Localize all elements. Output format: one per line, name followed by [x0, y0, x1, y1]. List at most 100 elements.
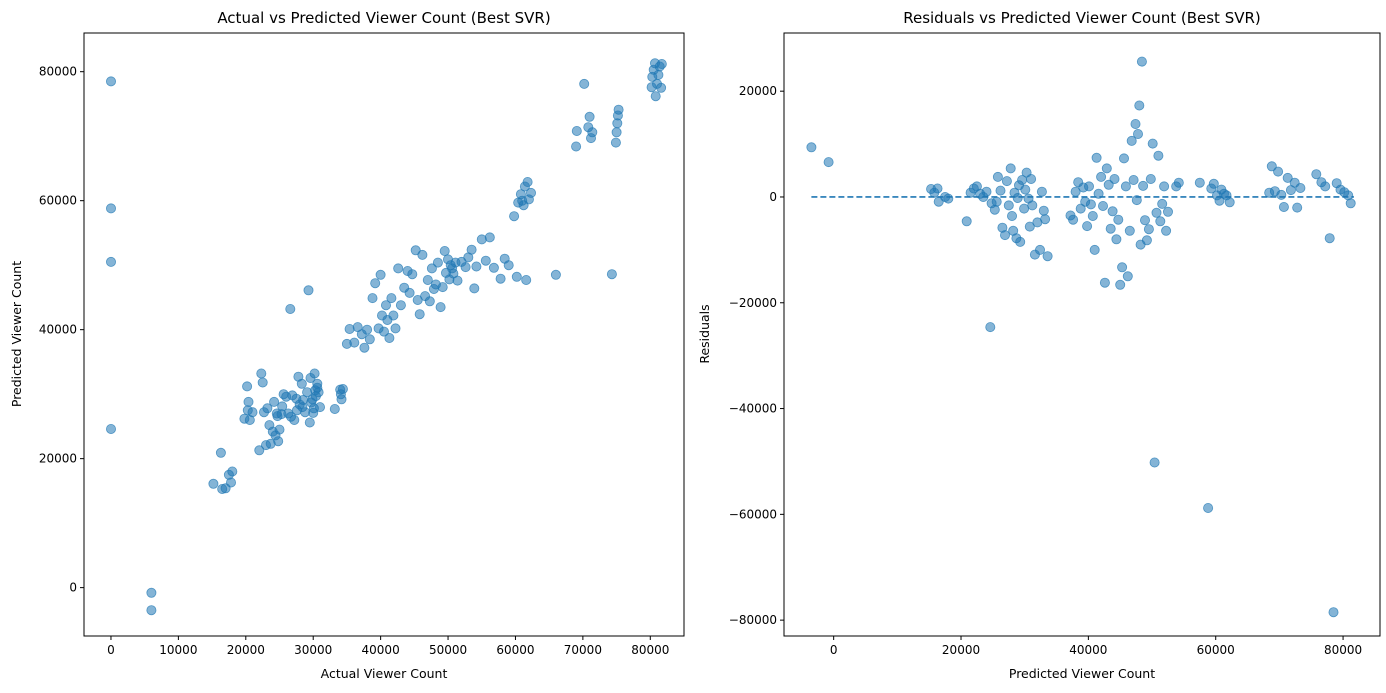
scatter-point [1128, 174, 1139, 185]
scatter-point [336, 394, 347, 405]
scatter-point [1131, 195, 1142, 206]
scatter-point [432, 257, 443, 268]
scatter-points [806, 56, 1356, 618]
scatter-point [1115, 279, 1126, 290]
scatter-point [1091, 152, 1102, 163]
scatter-point [550, 269, 561, 280]
x-tick-label: 0 [830, 643, 838, 657]
scatter-point [1161, 225, 1172, 236]
scatter-point [1133, 128, 1144, 139]
scatter-point [404, 287, 415, 298]
scatter-point [656, 59, 667, 70]
scatter-point [1151, 207, 1162, 218]
scatter-point [943, 193, 954, 204]
plot-area [783, 32, 1381, 637]
scatter-point [1038, 205, 1049, 216]
scatter-point [257, 377, 268, 388]
x-axis-label: Predicted Viewer Count [1009, 666, 1155, 681]
scatter-point [1096, 171, 1107, 182]
scatter-point [579, 78, 590, 89]
scatter-point [305, 372, 316, 383]
scatter-point [386, 293, 397, 304]
scatter-point [981, 186, 992, 197]
scatter-point [1117, 262, 1128, 273]
scatter-point [384, 332, 395, 343]
scatter-point [1101, 163, 1112, 174]
scatter-point [1005, 163, 1016, 174]
y-tick-label: 0 [769, 190, 777, 204]
scatter-point [587, 127, 598, 138]
scatter-point [1224, 197, 1235, 208]
scatter-point [277, 401, 288, 412]
x-tick-label: 0 [107, 643, 115, 657]
scatter-point [488, 262, 499, 273]
scatter-point [303, 285, 314, 296]
scatter-point [254, 445, 265, 456]
scatter-point [274, 424, 285, 435]
scatter-point [1111, 234, 1122, 245]
chart-title: Residuals vs Predicted Viewer Count (Bes… [903, 9, 1261, 27]
scatter-point [526, 187, 537, 198]
y-tick-label: −20000 [729, 296, 777, 310]
scatter-point [1276, 189, 1287, 200]
scatter-point [613, 104, 624, 115]
scatter-point [243, 396, 254, 407]
scatter-point [106, 203, 117, 214]
scatter-points [106, 58, 667, 616]
scatter-point [521, 274, 532, 285]
scatter-point [380, 300, 391, 311]
scatter-point [242, 381, 253, 392]
scatter-point [1035, 244, 1046, 255]
chart-residuals-vs-predicted: Residuals vs Predicted Viewer Count (Bes… [697, 9, 1381, 681]
scatter-point [1149, 457, 1160, 468]
scatter-point [308, 403, 319, 414]
scatter-point [256, 368, 267, 379]
x-tick-label: 30000 [294, 643, 332, 657]
scatter-point [806, 142, 817, 153]
scatter-point [1099, 277, 1110, 288]
scatter-point [823, 157, 834, 168]
scatter-point [395, 300, 406, 311]
scatter-point [571, 141, 582, 152]
scatter-point [1098, 200, 1109, 211]
scatter-point [932, 183, 943, 194]
scatter-point [362, 324, 373, 335]
scatter-point [1136, 56, 1147, 67]
scatter-point [437, 282, 448, 293]
scatter-point [426, 263, 437, 274]
scatter-point [329, 403, 340, 414]
scatter-point [304, 417, 315, 428]
scatter-point [393, 263, 404, 274]
scatter-point [1120, 181, 1131, 192]
scatter-point [435, 302, 446, 313]
scatter-point [1000, 230, 1011, 241]
scatter-point [1113, 214, 1124, 225]
scatter-point [349, 337, 360, 348]
scatter-point [307, 394, 318, 405]
y-tick-label: −60000 [729, 507, 777, 521]
scatter-point [225, 477, 236, 488]
tick-group: 0 10000 20000 30000 40000 50000 60000 70000 8000… [39, 65, 670, 657]
scatter-point [1012, 192, 1023, 203]
scatter-point [1024, 221, 1035, 232]
scatter-point [291, 405, 302, 416]
scatter-point [611, 127, 622, 138]
x-tick-label: 60000 [1197, 643, 1235, 657]
scatter-point [1320, 181, 1331, 192]
y-tick-label: 80000 [39, 65, 77, 79]
scatter-point [1141, 235, 1152, 246]
chart-actual-vs-predicted: Actual vs Predicted Viewer Count (Best S… [9, 9, 685, 681]
scatter-point [466, 244, 477, 255]
scatter-point [991, 196, 1002, 207]
scatter-point [1145, 173, 1156, 184]
scatter-point [995, 185, 1006, 196]
scatter-point [1324, 233, 1335, 244]
scatter-point [1003, 200, 1014, 211]
scatter-point [1311, 169, 1322, 180]
scatter-point [1070, 186, 1081, 197]
scatter-point [1140, 215, 1151, 226]
scatter-point [1026, 173, 1037, 184]
x-tick-label: 10000 [159, 643, 197, 657]
scatter-point [484, 232, 495, 243]
scatter-point [215, 447, 226, 458]
